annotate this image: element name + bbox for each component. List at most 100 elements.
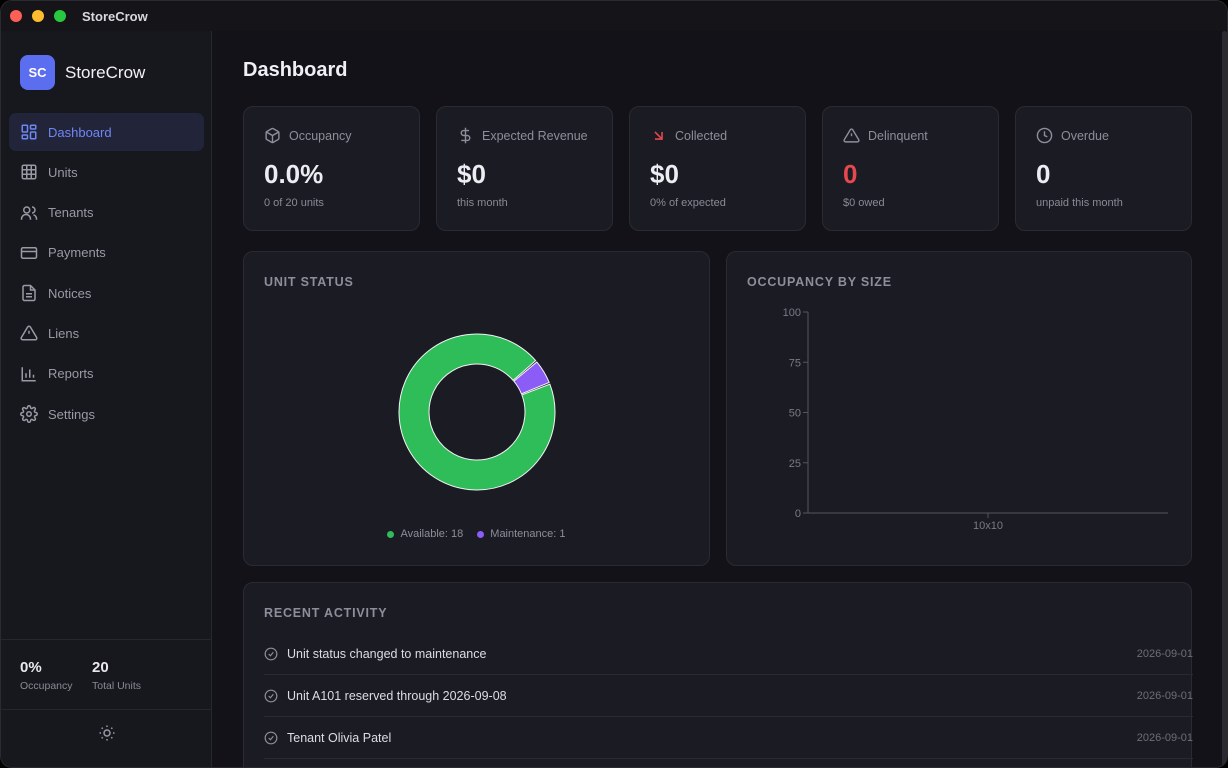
legend-label: Available: 18	[400, 528, 464, 540]
sidebar-item-label: Settings	[48, 406, 95, 422]
activity-text: Tenant Olivia Patel	[287, 730, 392, 745]
sidebar-item-label: Units	[48, 164, 78, 180]
kpi-header: Expected Revenue	[457, 127, 588, 144]
check-circle-icon	[264, 689, 278, 702]
close-window-button[interactable]	[10, 10, 22, 22]
kpi-subtext: $0 owed	[843, 197, 885, 209]
donut-slice-maintenance[interactable]	[513, 361, 550, 395]
warning-icon	[843, 128, 860, 143]
check-circle-icon	[264, 647, 278, 660]
kpi-header: Overdue	[1036, 127, 1109, 144]
x-tick-label: 10x10	[973, 520, 1003, 532]
kpi-header: Collected	[650, 127, 727, 144]
sidebar-item-reports[interactable]: Reports	[9, 355, 204, 393]
sidebar: SC StoreCrow Dashboard Units Tenants Pay…	[1, 31, 212, 767]
credit-card-icon	[20, 246, 38, 259]
sidebar-stats: 0% Occupancy 20 Total Units	[1, 639, 212, 709]
title-bar: StoreCrow	[1, 1, 1227, 31]
sidebar-item-units[interactable]: Units	[9, 153, 204, 191]
clock-icon	[1036, 127, 1053, 144]
gear-icon	[20, 405, 38, 424]
kpi-card-collected: Collected $0 0% of expected	[629, 106, 806, 231]
sidebar-item-payments[interactable]: Payments	[9, 234, 204, 272]
activity-text: Unit status changed to maintenance	[287, 646, 487, 661]
y-tick-label: 100	[783, 307, 801, 319]
grid-icon	[21, 164, 37, 180]
sidebar-item-label: Reports	[48, 366, 94, 382]
y-tick-label: 50	[789, 408, 801, 420]
occupancy-by-size-title: OCCUPANCY BY SIZE	[747, 275, 892, 289]
bar-chart-icon	[21, 367, 36, 382]
sidebar-item-liens[interactable]: Liens	[9, 314, 204, 352]
occupancy-stat-label: Occupancy	[20, 680, 73, 692]
dashboard-icon	[21, 124, 37, 140]
legend-dot	[387, 530, 395, 538]
kpi-subtext: unpaid this month	[1036, 197, 1123, 209]
kpi-header: Delinquent	[843, 127, 928, 144]
sidebar-item-tenants[interactable]: Tenants	[9, 194, 204, 232]
y-tick-label: 0	[795, 508, 801, 520]
users-icon	[20, 205, 38, 220]
maximize-window-button[interactable]	[54, 10, 66, 22]
occupancy-by-size-chart: 0 25 50 75 100 10x10	[783, 307, 1168, 532]
activity-text: Unit A101 reserved through 2026-09-08	[287, 688, 507, 703]
legend-item-maintenance: Maintenance: 1	[477, 528, 566, 540]
kpi-value: 0.0%	[264, 159, 324, 189]
kpi-header: Occupancy	[264, 127, 352, 144]
activity-row[interactable]: Unit A101 reserved through 2026-09-08 20…	[264, 675, 1193, 717]
theme-bar	[1, 709, 212, 767]
scrollbar-thumb[interactable]	[1222, 31, 1227, 767]
occupancy-stat: 0% Occupancy	[20, 659, 73, 692]
kpi-card-delinquent: Delinquent 0 $0 owed	[822, 106, 999, 231]
occupancy-stat-value: 0%	[20, 659, 42, 676]
sidebar-item-settings[interactable]: Settings	[9, 395, 204, 433]
warning-icon	[20, 325, 38, 341]
sidebar-item-label: Payments	[48, 245, 106, 261]
activity-date: 2026-09-01	[1136, 731, 1193, 744]
kpi-label: Occupancy	[289, 128, 352, 143]
kpi-value: $0	[457, 159, 486, 189]
y-tick-label: 75	[789, 357, 801, 369]
unit-status-title: UNIT STATUS	[264, 275, 354, 289]
scrollbar[interactable]	[1222, 31, 1227, 767]
kpi-value: $0	[650, 159, 679, 189]
legend-item-available: Available: 18	[387, 528, 463, 540]
kpi-card-overdue: Overdue 0 unpaid this month	[1015, 106, 1192, 231]
check-circle-icon	[264, 731, 278, 744]
brand[interactable]: SC StoreCrow	[20, 55, 145, 90]
kpi-subtext: this month	[457, 197, 508, 209]
recent-activity-title: RECENT ACTIVITY	[264, 606, 388, 620]
sidebar-item-label: Tenants	[48, 205, 94, 221]
recent-activity-card: RECENT ACTIVITY Unit status changed to m…	[243, 582, 1193, 767]
box-icon	[265, 127, 280, 144]
kpi-subtext: 0 of 20 units	[264, 197, 324, 209]
unit-status-legend: Available: 18 Maintenance: 1	[244, 528, 709, 540]
occupancy-by-size-card: OCCUPANCY BY SIZE 0 25 50 75 100 10x10	[726, 251, 1192, 566]
kpi-value: 0	[1036, 159, 1051, 189]
sidebar-nav: Dashboard Units Tenants Payments Notices…	[9, 113, 204, 435]
page-title: Dashboard	[243, 59, 348, 81]
kpi-label: Collected	[675, 128, 728, 143]
legend-dot	[477, 530, 485, 538]
dollar-icon	[460, 127, 471, 144]
total-units-stat-label: Total Units	[92, 680, 142, 692]
donut-slice-available[interactable]	[398, 333, 556, 491]
document-icon	[22, 284, 36, 302]
y-tick-label: 25	[789, 458, 801, 470]
activity-row[interactable]: Unit status changed to maintenance 2026-…	[264, 633, 1193, 675]
arrow-down-right-icon	[654, 131, 663, 140]
kpi-card-occupancy: Occupancy 0.0% 0 of 20 units	[243, 106, 420, 231]
window-title: StoreCrow	[82, 9, 148, 24]
legend-label: Maintenance: 1	[490, 528, 566, 540]
activity-row[interactable]: Tenant Olivia Patel 2026-09-01	[264, 717, 1193, 759]
kpi-label: Overdue	[1061, 128, 1109, 143]
sidebar-item-notices[interactable]: Notices	[9, 274, 204, 312]
total-units-stat-value: 20	[92, 659, 109, 676]
kpi-card-expected-revenue: Expected Revenue $0 this month	[436, 106, 613, 231]
sidebar-item-dashboard[interactable]: Dashboard	[9, 113, 204, 151]
sun-icon[interactable]	[98, 724, 116, 742]
sidebar-item-label: Dashboard	[48, 124, 112, 140]
kpi-value: 0	[843, 159, 858, 189]
minimize-window-button[interactable]	[32, 10, 44, 22]
